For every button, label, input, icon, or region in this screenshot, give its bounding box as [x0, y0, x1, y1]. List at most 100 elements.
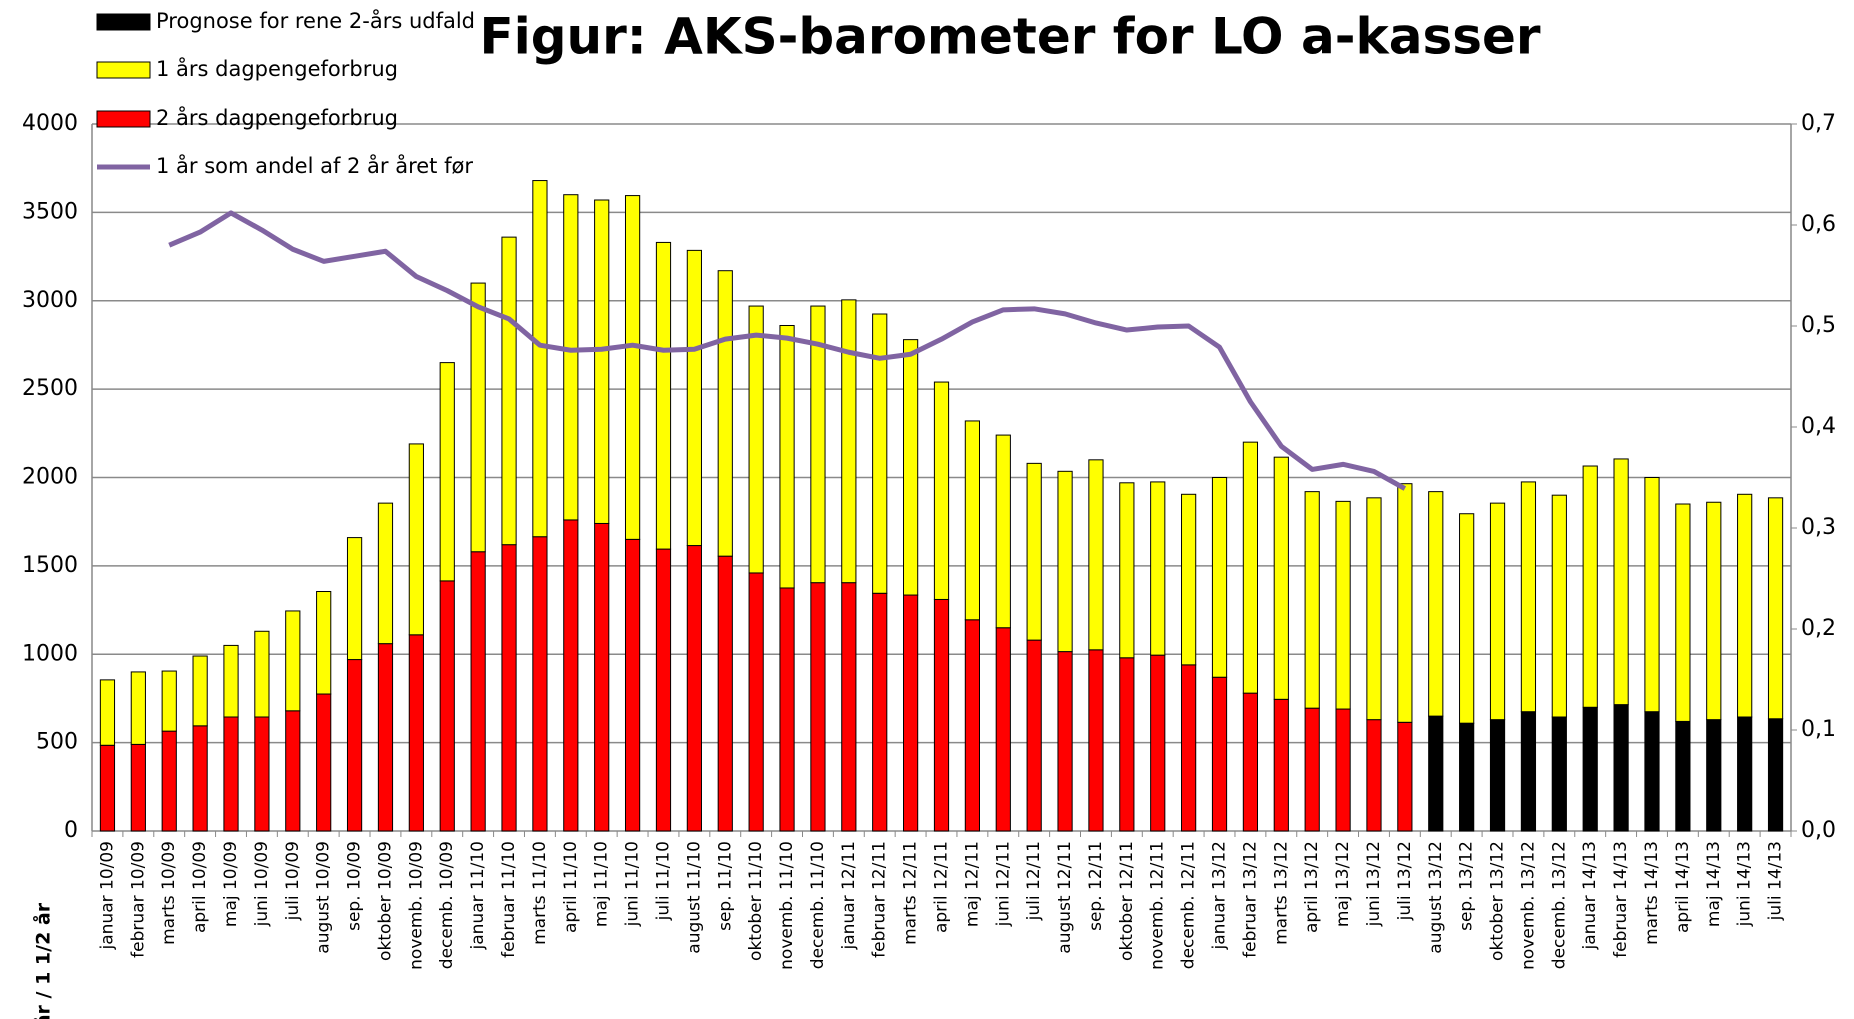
bar-segment [1551, 494, 1567, 718]
bar-segment [1366, 719, 1382, 832]
bar-segment [933, 381, 950, 600]
x-tick-label: januar 13/12 [1210, 841, 1230, 951]
bar-segment [594, 199, 610, 524]
bar-segment [1181, 664, 1197, 832]
bar-segment [624, 195, 641, 540]
bar-segment [1366, 497, 1382, 721]
x-tick-label: novemb. 12/11 [1148, 841, 1168, 970]
x-tick-label: februar 12/11 [870, 841, 890, 958]
x-tick-label: april 14/13 [1673, 841, 1693, 933]
bar-segment [964, 420, 980, 621]
bar-segment [1150, 654, 1166, 832]
bar-segment [748, 572, 764, 832]
bar-segment [717, 555, 733, 832]
y-tick-label: 500 [36, 730, 78, 755]
y-tick-label: 2500 [22, 376, 78, 401]
x-tick-label: juli 12/11 [1024, 841, 1044, 921]
bar-segment [1057, 470, 1073, 653]
x-tick-label: juni 13/12 [1364, 841, 1384, 927]
x-tick-label: novemb. 13/12 [1518, 841, 1538, 970]
bar-segment [316, 591, 332, 695]
y2-tick-label: 0,4 [1801, 414, 1836, 439]
bar-segment [346, 537, 363, 661]
x-tick-label: august 12/11 [1055, 841, 1075, 954]
bar-segment [1706, 501, 1722, 721]
bar-segment [1582, 465, 1598, 708]
x-tick-label: april 13/12 [1302, 841, 1322, 933]
x-tick-label: maj 13/12 [1333, 841, 1353, 927]
x-tick-label: decemb. 12/11 [1179, 841, 1199, 969]
bar-segment [501, 236, 517, 546]
bar-segment [1737, 493, 1753, 718]
y2-tick-label: 0,3 [1801, 515, 1836, 540]
bar-segment [99, 679, 116, 746]
x-tick-label: januar 10/09 [97, 841, 117, 951]
x-tick-label: februar 10/09 [128, 841, 148, 958]
bar-segment [903, 594, 919, 832]
bar-segment [1520, 481, 1537, 713]
x-tick-label: juli 10/09 [283, 841, 303, 921]
bar-segment [316, 693, 332, 832]
bar-segment [161, 670, 177, 732]
x-tick-label: juni 12/11 [993, 841, 1013, 927]
bar-segment [346, 659, 363, 832]
bar-segment [1644, 711, 1660, 832]
x-tick-label: februar 14/13 [1611, 841, 1631, 958]
bar-segment [1335, 500, 1351, 710]
bar-segment [1088, 459, 1104, 651]
bar-segment [1242, 441, 1259, 694]
bar-segment [872, 592, 888, 832]
x-tick-label: oktober 11/10 [746, 841, 766, 961]
x-tick-label: marts 10/09 [159, 841, 179, 945]
bar-segment [408, 634, 424, 832]
bar-segment [1613, 704, 1629, 832]
legend-label: 2 års dagpengeforbrug [156, 105, 398, 130]
x-tick-label: novemb. 10/09 [406, 841, 426, 970]
y-tick-label: 0 [64, 818, 78, 843]
y-tick-label: 1500 [22, 553, 78, 578]
bar-segment [779, 324, 795, 589]
x-tick-label: august 13/12 [1426, 841, 1446, 954]
bar-segment [1397, 721, 1413, 832]
bar-segment [1737, 716, 1753, 832]
bar-segment [254, 630, 270, 718]
bar-segment [192, 655, 208, 727]
legend-label: 1 år som andel af 2 år året før [156, 153, 473, 178]
x-tick-label: juli 14/13 [1766, 841, 1786, 921]
chart-title: Figur: AKS-barometer for LO a-kasser [479, 8, 1540, 66]
x-tick-label: marts 14/13 [1642, 841, 1662, 945]
bar-segment [285, 710, 301, 832]
bar-segment [810, 582, 826, 832]
bar-segment [563, 194, 579, 521]
y2-tick-label: 0,0 [1801, 818, 1836, 843]
x-tick-label: oktober 13/12 [1488, 841, 1508, 961]
x-tick-label: marts 13/12 [1271, 841, 1291, 945]
bar-segment [377, 643, 394, 832]
y-tick-label: 3500 [22, 199, 78, 224]
bar-segment [1706, 719, 1722, 832]
bar-segment [1026, 462, 1042, 641]
x-tick-label: marts 11/10 [530, 841, 550, 945]
bar-segment [903, 339, 919, 596]
x-tick-label: august 11/10 [684, 841, 704, 954]
bar-segment [470, 551, 486, 832]
bar-segment [501, 544, 517, 832]
bar-segment [1273, 698, 1289, 832]
x-tick-label: januar 14/13 [1580, 841, 1600, 951]
x-tick-label: novemb. 11/10 [777, 841, 797, 970]
bar-segment [995, 434, 1011, 629]
bar-segment [439, 580, 455, 832]
bar-segment [686, 545, 702, 832]
bar-segment [624, 538, 641, 832]
x-tick-label: sep. 13/12 [1457, 841, 1477, 931]
x-tick-label: januar 11/10 [468, 841, 488, 951]
bar-segment [408, 443, 424, 636]
bar-segment [872, 313, 888, 594]
bar-segment [1767, 497, 1784, 720]
x-tick-label: decemb. 11/10 [808, 841, 828, 969]
bar-segment [439, 362, 455, 582]
bar-segment [1335, 708, 1351, 832]
legend-swatch [96, 13, 151, 31]
bar-segment [1088, 649, 1104, 832]
bar-segment [1181, 493, 1197, 666]
